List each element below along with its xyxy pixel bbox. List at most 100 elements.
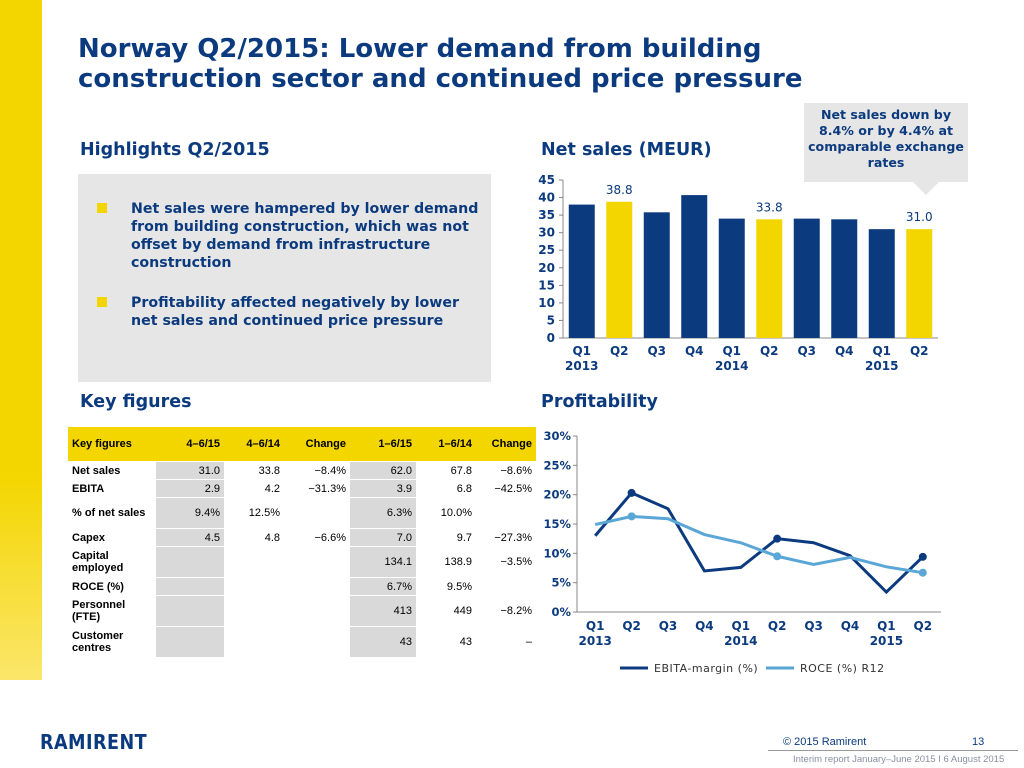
bar xyxy=(868,229,895,338)
table-cell: −31.3% xyxy=(284,479,350,498)
row-label: ROCE (%) xyxy=(68,577,156,596)
table-header-cell: Change xyxy=(476,427,536,462)
x-tick-label: Q4 xyxy=(841,619,860,633)
data-point-marker xyxy=(918,568,927,577)
x-tick-label: Q1 xyxy=(722,344,741,358)
table-header-row: Key figures 4–6/15 4–6/14 Change 1–6/15 1–6/1… xyxy=(68,427,536,462)
x-tick-label: Q2 xyxy=(622,619,641,633)
x-tick-label: Q2 xyxy=(760,344,779,358)
bar-data-label: 33.8 xyxy=(756,200,783,214)
row-label: Capex xyxy=(68,528,156,547)
bar-data-label: 31.0 xyxy=(906,210,933,224)
table-cell: 9.5% xyxy=(416,577,476,596)
y-tick-label: 30 xyxy=(538,226,555,240)
table-header-cell: 1–6/14 xyxy=(416,427,476,462)
x-tick-label: Q1 xyxy=(877,619,896,633)
profitability-heading: Profitability xyxy=(541,392,658,412)
table-cell: 67.8 xyxy=(416,461,476,480)
table-header-cell: Key figures xyxy=(68,427,156,462)
table-cell: 134.1 xyxy=(350,546,416,578)
table-cell xyxy=(156,595,224,627)
table-cell: −42.5% xyxy=(476,479,536,498)
y-tick-label: 20% xyxy=(543,488,571,502)
x-tick-label: Q4 xyxy=(695,619,714,633)
page-title: Norway Q2/2015: Lower demand from buildi… xyxy=(78,34,802,94)
ebita-margin-line xyxy=(594,491,924,595)
table-cell: 7.0 xyxy=(350,528,416,547)
page-title-line-2: construction sector and continued price … xyxy=(78,64,803,94)
bar xyxy=(568,204,595,338)
table-cell: 31.0 xyxy=(156,461,224,480)
y-tick-label: 10% xyxy=(543,546,571,560)
x-tick-label: Q4 xyxy=(835,344,854,358)
bar xyxy=(906,229,933,338)
row-label: Net sales xyxy=(68,461,156,480)
table-cell xyxy=(284,626,350,658)
x-tick-label: Q2 xyxy=(610,344,629,358)
table-cell xyxy=(284,577,350,596)
table-header-cell: 4–6/15 xyxy=(156,427,224,462)
y-tick-label: 40 xyxy=(538,191,555,205)
table-cell xyxy=(224,595,284,627)
table-cell: 2.9 xyxy=(156,479,224,498)
row-label: Customer centres xyxy=(68,626,156,658)
footer-divider xyxy=(768,750,1018,751)
table-cell: 10.0% xyxy=(416,497,476,529)
table-cell xyxy=(224,546,284,578)
table-header-cell: 4–6/14 xyxy=(224,427,284,462)
table-cell: −27.3% xyxy=(476,528,536,547)
x-tick-label: Q3 xyxy=(797,344,816,358)
footer-copyright: © 2015 Ramirent xyxy=(783,736,867,748)
legend-label-ebita: EBITA-margin (%) xyxy=(654,662,758,675)
highlight-bullet-1: Net sales were hampered by lower demand … xyxy=(131,201,479,271)
table-cell: 43 xyxy=(416,626,476,658)
x-year-label: 2013 xyxy=(565,359,598,373)
table-cell: −8.6% xyxy=(476,461,536,480)
table-cell xyxy=(284,546,350,578)
data-point-marker xyxy=(627,512,636,521)
table-row: Customer centres 43 43– xyxy=(68,626,536,658)
bar xyxy=(606,201,633,338)
table-cell: – xyxy=(476,626,536,658)
bar xyxy=(756,219,783,338)
table-cell: 9.4% xyxy=(156,497,224,529)
x-year-label: 2015 xyxy=(870,634,903,648)
table-cell xyxy=(476,577,536,596)
bullet-marker-1 xyxy=(97,203,107,213)
table-row: ROCE (%) 6.7% 9.5% xyxy=(68,577,536,596)
ramirent-logo: RAMIRENT xyxy=(40,730,148,754)
bar-data-label: 38.8 xyxy=(606,183,633,197)
table-cell: −6.6% xyxy=(284,528,350,547)
data-point-marker xyxy=(773,552,782,561)
table-cell xyxy=(284,497,350,529)
net-sales-heading: Net sales (MEUR) xyxy=(541,140,712,160)
table-cell: 4.8 xyxy=(224,528,284,547)
table-cell: 4.2 xyxy=(224,479,284,498)
table-cell: 449 xyxy=(416,595,476,627)
table-cell: 33.8 xyxy=(224,461,284,480)
x-tick-label: Q3 xyxy=(647,344,666,358)
y-tick-label: 0% xyxy=(551,605,571,619)
y-tick-label: 10 xyxy=(538,296,555,310)
data-point-marker xyxy=(773,534,782,543)
highlights-box xyxy=(78,174,491,382)
footer-report-info: Interim report January–June 2015 I 6 Aug… xyxy=(793,754,1005,765)
x-year-label: 2013 xyxy=(578,634,611,648)
bar xyxy=(681,195,708,338)
page-title-line-1: Norway Q2/2015: Lower demand from buildi… xyxy=(78,34,762,64)
row-label: % of net sales xyxy=(68,497,156,529)
y-tick-label: 35 xyxy=(538,208,555,222)
y-tick-label: 20 xyxy=(538,261,555,275)
table-cell: −8.4% xyxy=(284,461,350,480)
table-cell: 62.0 xyxy=(350,461,416,480)
table-cell: 9.7 xyxy=(416,528,476,547)
table-row: EBITA 2.9 4.2 −31.3% 3.9 6.8 −42.5% xyxy=(68,479,536,498)
table-row: Capital employed 134.1 138.9 −3.5% xyxy=(68,546,536,578)
table-cell: −3.5% xyxy=(476,546,536,578)
y-tick-label: 25% xyxy=(543,458,571,472)
x-tick-label: Q4 xyxy=(685,344,704,358)
page-number: 13 xyxy=(972,736,985,748)
table-row: Net sales 31.0 33.8 −8.4% 62.0 67.8 −8.6% xyxy=(68,461,536,480)
table-row: Personnel (FTE) 413 449 −8.2% xyxy=(68,595,536,627)
